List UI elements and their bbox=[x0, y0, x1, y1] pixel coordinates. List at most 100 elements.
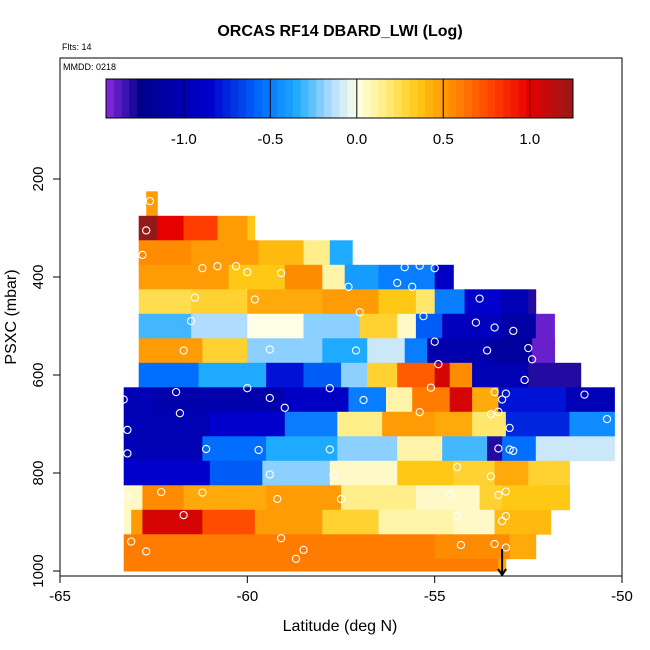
heatmap-cell bbox=[254, 509, 323, 535]
flights-note: Flts: 14 bbox=[62, 42, 92, 52]
observation-point bbox=[602, 414, 612, 424]
colorbar-swatch bbox=[331, 79, 340, 118]
observation-point bbox=[243, 384, 252, 393]
colorbar-swatch bbox=[308, 79, 317, 118]
heatmap-cell bbox=[498, 387, 567, 413]
colorbar-swatch bbox=[316, 79, 325, 118]
heatmap-cell bbox=[472, 411, 507, 437]
heatmap-cell bbox=[157, 215, 184, 241]
observation-point bbox=[250, 295, 259, 304]
heatmap-cell bbox=[397, 460, 454, 486]
observation-point bbox=[359, 395, 368, 405]
heatmap-cell bbox=[329, 460, 398, 486]
heatmap-cell bbox=[142, 509, 203, 535]
colorbar-swatch bbox=[534, 79, 543, 118]
heatmap-cell bbox=[329, 240, 353, 266]
observation-point bbox=[344, 282, 353, 291]
heatmap-cell bbox=[341, 362, 368, 388]
observation-point bbox=[355, 308, 364, 317]
colorbar-swatch bbox=[393, 79, 403, 118]
heatmap-cell bbox=[284, 387, 349, 413]
observation-point bbox=[123, 449, 132, 458]
heatmap-cell bbox=[247, 313, 304, 339]
date-note: MMDD: 0218 bbox=[63, 62, 116, 72]
observation-point bbox=[430, 264, 439, 273]
observation-point bbox=[415, 261, 424, 270]
heatmap-cell bbox=[397, 436, 443, 462]
colorbar-swatch bbox=[129, 79, 138, 118]
observation-point bbox=[175, 409, 185, 418]
colorbar-swatch bbox=[386, 79, 395, 118]
colorbar-swatch bbox=[362, 79, 372, 118]
observation-point bbox=[276, 268, 286, 278]
observation-point bbox=[452, 511, 462, 521]
colorbar-swatch bbox=[409, 79, 418, 118]
observation-point bbox=[430, 337, 439, 346]
heatmap-cell bbox=[183, 485, 267, 511]
observation-point bbox=[419, 312, 428, 321]
heatmap-cell bbox=[378, 264, 436, 290]
heatmap-cell bbox=[123, 460, 211, 486]
heatmap-cell bbox=[247, 338, 323, 364]
observation-point bbox=[501, 389, 511, 398]
observation-point bbox=[190, 293, 200, 302]
heatmap-cell bbox=[123, 558, 499, 572]
heatmap-cell bbox=[535, 313, 555, 339]
colorbar-tick-label: -0.5 bbox=[257, 131, 283, 148]
colorbar-swatch bbox=[253, 79, 263, 118]
colorbar-swatch bbox=[557, 79, 566, 118]
heatmap-cell bbox=[303, 240, 331, 266]
heatmap-cell bbox=[138, 289, 192, 315]
heatmap-cell bbox=[202, 509, 256, 535]
observation-point bbox=[456, 540, 466, 550]
colorbar-swatch bbox=[292, 79, 302, 118]
heatmap-cell bbox=[247, 289, 323, 315]
colorbar-swatch bbox=[113, 79, 123, 118]
colorbar-swatch bbox=[471, 79, 481, 118]
observation-point bbox=[486, 410, 496, 419]
colorbar-swatch bbox=[541, 79, 551, 118]
observation-point bbox=[276, 534, 286, 543]
observation-point bbox=[527, 355, 537, 364]
observation-point bbox=[494, 444, 503, 453]
observation-point bbox=[509, 446, 518, 456]
colorbar-swatch bbox=[339, 79, 348, 118]
heatmap-cell bbox=[535, 436, 615, 462]
heatmap-cell bbox=[322, 289, 379, 315]
y-axis: 200 400 600 800 1000 bbox=[30, 166, 60, 588]
observation-point bbox=[505, 423, 514, 433]
observation-point bbox=[142, 226, 151, 235]
colorbar-swatch bbox=[479, 79, 488, 118]
heatmap-cell bbox=[303, 362, 342, 388]
heatmap-cell bbox=[434, 289, 466, 315]
colorbar-swatch bbox=[355, 79, 364, 118]
heatmap-cell bbox=[322, 509, 379, 535]
colorbar-swatch bbox=[176, 79, 185, 118]
heatmap-cell bbox=[472, 362, 529, 388]
observation-point bbox=[490, 387, 499, 397]
heatmap-cell bbox=[266, 362, 304, 388]
observation-point bbox=[213, 262, 222, 271]
heatmap-cell bbox=[442, 313, 503, 339]
chart-title: ORCAS RF14 DBARD_LWI (Log) bbox=[217, 23, 462, 40]
heatmap-cell bbox=[434, 362, 451, 388]
observation-point bbox=[475, 294, 484, 303]
colorbar-swatch bbox=[502, 79, 512, 118]
colorbar-swatch bbox=[487, 79, 496, 118]
heatmap-cell bbox=[505, 411, 570, 437]
heatmap-cell bbox=[266, 436, 338, 462]
observation-point bbox=[265, 345, 274, 354]
observation-points bbox=[119, 196, 612, 563]
colorbar-swatch bbox=[464, 79, 473, 118]
colorbar-swatch bbox=[565, 79, 574, 118]
heatmap-cell bbox=[153, 387, 286, 413]
colorbar-swatch bbox=[510, 79, 520, 118]
colorbar-swatch bbox=[137, 79, 146, 118]
heatmap-cell bbox=[528, 289, 537, 315]
heatmap-cell bbox=[382, 411, 436, 437]
heatmap-cell bbox=[502, 289, 529, 315]
heatmap-cell bbox=[367, 362, 398, 388]
observation-point bbox=[138, 250, 147, 260]
observation-point bbox=[157, 487, 166, 497]
colorbar-swatch bbox=[417, 79, 426, 118]
